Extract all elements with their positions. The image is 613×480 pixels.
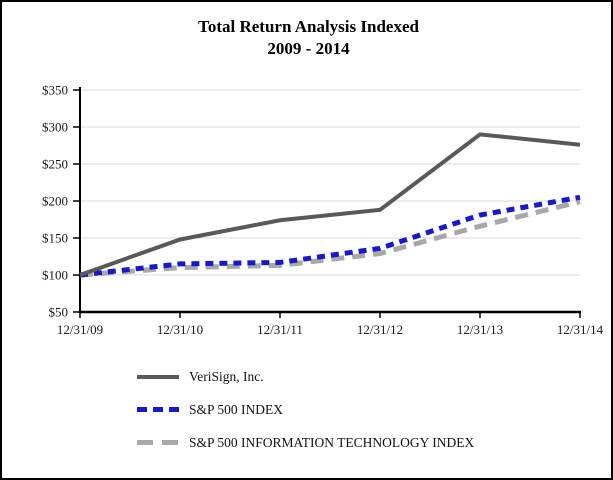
chart-title: Total Return Analysis Indexed 2009 - 201… bbox=[2, 16, 611, 60]
y-axis-label: $250 bbox=[42, 157, 68, 172]
sp500-it-line-sample bbox=[137, 440, 179, 445]
x-axis-label: 12/31/10 bbox=[157, 322, 203, 337]
x-axis-label: 12/31/12 bbox=[357, 322, 403, 337]
chart-title-line2: 2009 - 2014 bbox=[267, 39, 350, 58]
sp500-series-line bbox=[79, 194, 581, 278]
verisign-series-line bbox=[79, 132, 581, 277]
verisign-line-sample bbox=[137, 374, 179, 379]
legend-label-verisign: VeriSign, Inc. bbox=[189, 368, 264, 384]
sp500-it-series-line bbox=[79, 199, 581, 278]
legend-item-sp500: S&P 500 INDEX bbox=[137, 402, 474, 417]
sp500-line-sample bbox=[137, 407, 179, 412]
y-axis-label: $150 bbox=[42, 231, 68, 246]
chart-title-line1: Total Return Analysis Indexed bbox=[198, 17, 419, 36]
x-axis-label: 12/31/13 bbox=[457, 322, 503, 337]
legend-item-sp500-it: S&P 500 INFORMATION TECHNOLOGY INDEX bbox=[137, 435, 474, 450]
y-axis-label: $350 bbox=[42, 83, 68, 98]
y-axis-label: $200 bbox=[42, 194, 68, 209]
legend-item-verisign: VeriSign, Inc. bbox=[137, 369, 474, 384]
x-axis-label: 12/31/11 bbox=[257, 322, 303, 337]
x-axis-label: 12/31/09 bbox=[57, 322, 103, 337]
x-axis-label: 12/31/14 bbox=[557, 322, 604, 337]
y-axis-label: $300 bbox=[42, 120, 68, 135]
y-axis-label: $50 bbox=[49, 305, 69, 320]
legend: VeriSign, Inc. S&P 500 INDEX S&P 500 INF… bbox=[137, 369, 474, 468]
y-axis-label: $100 bbox=[42, 268, 68, 283]
legend-label-sp500-it: S&P 500 INFORMATION TECHNOLOGY INDEX bbox=[189, 434, 475, 450]
legend-label-sp500: S&P 500 INDEX bbox=[189, 401, 284, 417]
